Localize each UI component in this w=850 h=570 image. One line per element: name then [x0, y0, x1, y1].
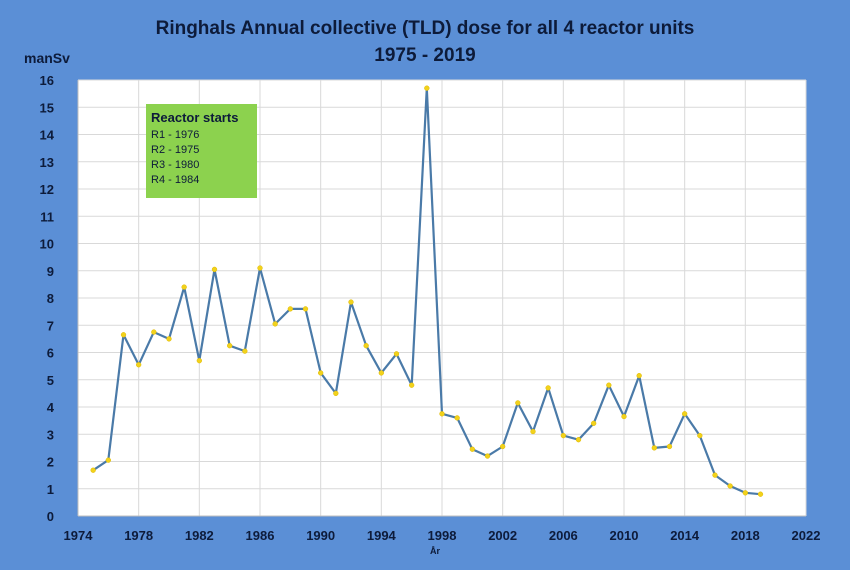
legend-item: R1 - 1976 — [151, 129, 200, 141]
chart-title: Ringhals Annual collective (TLD) dose fo… — [155, 18, 695, 39]
x-tick-label: 1978 — [124, 528, 153, 543]
data-point — [363, 343, 369, 349]
y-tick-label: 3 — [47, 427, 54, 442]
data-point — [242, 348, 248, 354]
data-point — [560, 432, 566, 439]
data-point — [302, 306, 309, 312]
data-point — [211, 266, 218, 273]
data-point — [727, 483, 733, 489]
data-point — [530, 428, 536, 435]
x-tick-label: 2006 — [549, 528, 578, 543]
data-point — [227, 343, 233, 349]
y-axis-label: manSv — [24, 50, 70, 66]
y-tick-label: 11 — [40, 209, 54, 224]
data-point — [90, 467, 96, 473]
data-point — [136, 362, 142, 368]
data-point — [454, 415, 460, 421]
data-point — [682, 411, 688, 417]
data-point — [500, 443, 506, 450]
data-point — [484, 453, 491, 459]
data-point — [742, 490, 748, 496]
x-tick-label: 1986 — [246, 528, 275, 543]
x-tick-label: 1998 — [428, 528, 457, 543]
legend-item: R3 - 1980 — [151, 159, 200, 171]
data-point — [424, 85, 430, 91]
y-tick-label: 6 — [47, 346, 54, 361]
data-point — [409, 382, 415, 388]
gridlines — [77, 79, 807, 517]
data-point — [651, 445, 657, 451]
data-point — [333, 390, 339, 397]
data-point — [181, 284, 187, 290]
y-tick-label: 5 — [47, 373, 54, 388]
data-point — [712, 472, 718, 478]
data-point — [469, 446, 475, 452]
y-tick-label: 0 — [47, 509, 54, 524]
data-point — [151, 329, 157, 335]
data-point — [120, 332, 127, 338]
y-tick-label: 14 — [40, 128, 55, 143]
data-point — [606, 382, 612, 388]
x-tick-label: 1994 — [367, 528, 397, 543]
reactor-starts-box: Reactor starts R1 - 1976 R2 - 1975 R3 - … — [146, 104, 257, 198]
x-tick-label: 1974 — [64, 528, 94, 543]
data-point — [393, 351, 400, 357]
data-point — [515, 400, 521, 406]
data-point — [621, 413, 627, 420]
y-tick-label: 4 — [47, 400, 55, 415]
y-tick-label: 7 — [47, 318, 54, 333]
y-tick-label: 2 — [47, 455, 54, 470]
x-tick-label: 2010 — [610, 528, 639, 543]
y-tick-label: 16 — [40, 73, 54, 88]
data-point — [378, 370, 384, 376]
x-tick-label: 2022 — [792, 528, 821, 543]
data-point — [272, 321, 278, 327]
x-tick-label: 2018 — [731, 528, 760, 543]
data-point — [166, 336, 172, 342]
x-axis-label: År — [430, 546, 441, 556]
y-tick-label: 8 — [47, 291, 54, 306]
x-tick-label: 1982 — [185, 528, 214, 543]
data-point — [439, 411, 445, 417]
data-point — [757, 491, 764, 497]
x-tick-label: 1990 — [306, 528, 335, 543]
data-points — [90, 85, 764, 497]
data-point — [105, 457, 111, 463]
data-point — [666, 443, 673, 450]
x-tick-label: 2002 — [488, 528, 517, 543]
data-point — [257, 265, 263, 271]
y-tick-label: 12 — [40, 182, 54, 197]
data-point — [545, 385, 551, 391]
data-point — [575, 437, 582, 443]
y-tick-label: 13 — [40, 155, 54, 170]
legend-title: Reactor starts — [151, 110, 239, 125]
data-point — [697, 432, 703, 439]
data-point — [287, 306, 293, 312]
x-tick-label: 2014 — [670, 528, 700, 543]
y-tick-label: 1 — [47, 482, 54, 497]
legend-item: R2 - 1975 — [151, 144, 200, 156]
data-point — [591, 420, 597, 427]
data-point — [318, 370, 324, 376]
y-tick-label: 15 — [40, 100, 54, 115]
legend-item: R4 - 1984 — [151, 174, 200, 186]
chart-subtitle: 1975 - 2019 — [374, 45, 476, 66]
data-point — [196, 358, 202, 364]
y-tick-label: 9 — [47, 264, 54, 279]
data-point — [636, 373, 642, 379]
data-point — [348, 299, 354, 305]
y-tick-label: 10 — [40, 237, 54, 252]
